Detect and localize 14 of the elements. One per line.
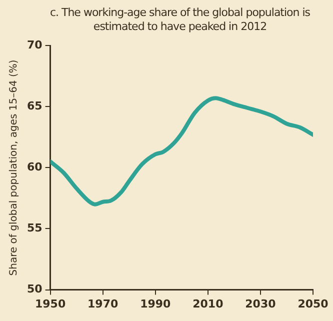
y-axis-title: Share of global population, ages 15–64 (%) bbox=[8, 60, 20, 276]
y-tick-label: 65 bbox=[26, 100, 42, 113]
chart-title: c. The working-age share of the global population is estimated to have peaked in 2012 bbox=[48, 6, 312, 35]
y-tick-label: 70 bbox=[26, 38, 43, 52]
line-series bbox=[50, 96, 313, 206]
x-tick-label: 1990 bbox=[140, 297, 172, 310]
y-tick-label: 60 bbox=[26, 160, 43, 174]
x-tick-label: 1970 bbox=[88, 297, 118, 310]
x-tick-label: 2050 bbox=[298, 297, 329, 310]
x-tick-label: 2010 bbox=[192, 297, 224, 310]
x-tick-label: 2030 bbox=[245, 297, 276, 310]
x-tick-label: 1950 bbox=[34, 297, 66, 310]
y-tick-label: 55 bbox=[26, 222, 42, 235]
y-tick-label: 50 bbox=[26, 282, 43, 296]
